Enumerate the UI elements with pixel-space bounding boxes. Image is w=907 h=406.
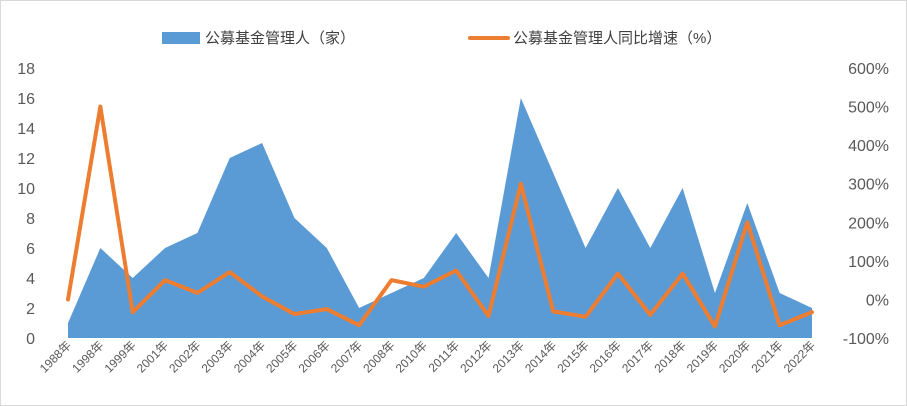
y-left-tick-label: 0 (26, 331, 35, 348)
x-tick-label: 2018年 (651, 338, 688, 375)
y-left-tick-label: 18 (17, 61, 35, 78)
y-left-tick-label: 2 (26, 301, 35, 318)
x-tick-label: 1998年 (69, 338, 106, 375)
x-tick-label: 2006年 (296, 338, 333, 375)
x-tick-label: 2019年 (684, 338, 721, 375)
y-right-tick-label: 0% (866, 292, 889, 309)
y-left-tick-label: 6 (26, 241, 35, 258)
y-left-tick-label: 8 (26, 211, 35, 228)
x-tick-label: 2002年 (166, 338, 203, 375)
x-tick-label: 2012年 (457, 338, 494, 375)
x-tick-label: 2007年 (328, 338, 365, 375)
x-tick-label: 2015年 (554, 338, 591, 375)
y-right-tick-label: 200% (848, 215, 889, 232)
legend-label-line: 公募基金管理人同比增速（%） (513, 30, 721, 47)
y-right-tick-label: 600% (848, 61, 889, 78)
legend: 公募基金管理人（家） 公募基金管理人同比增速（%） (162, 30, 721, 47)
x-tick-label: 2022年 (781, 338, 818, 375)
x-tick-label: 2001年 (134, 338, 171, 375)
x-tick-label: 2005年 (263, 338, 300, 375)
plot-area (66, 98, 814, 338)
y-right-tick-label: 500% (848, 100, 889, 117)
y-left-tick-label: 4 (26, 271, 35, 288)
x-tick-label: 2003年 (199, 338, 236, 375)
x-tick-label: 2011年 (426, 338, 463, 375)
x-tick-label: 2010年 (393, 338, 430, 375)
y-left-tick-label: 12 (17, 151, 35, 168)
x-tick-label: 1999年 (102, 338, 139, 375)
x-tick-label: 2013年 (490, 338, 527, 375)
y-axis-right: -100% 0% 100% 200% 300% 400% 500% 600% (843, 61, 889, 348)
y-axis-left: 0 2 4 6 8 10 12 14 16 18 (17, 61, 35, 348)
x-tick-label: 2008年 (360, 338, 397, 375)
y-left-tick-label: 16 (17, 91, 35, 108)
x-axis: 1988年1998年1999年2001年2002年2003年2004年2005年… (37, 338, 818, 375)
y-right-tick-label: 300% (848, 177, 889, 194)
area-series-managers (68, 98, 812, 338)
y-right-tick-label: 100% (848, 254, 889, 271)
x-tick-label: 2016年 (587, 338, 624, 375)
y-left-tick-label: 10 (17, 181, 35, 198)
x-tick-label: 2017年 (619, 338, 656, 375)
x-tick-label: 2014年 (522, 338, 559, 375)
x-tick-label: 2021年 (749, 338, 786, 375)
y-right-tick-label: 400% (848, 138, 889, 155)
x-tick-label: 2020年 (716, 338, 753, 375)
x-tick-label: 1988年 (37, 338, 74, 375)
y-left-tick-label: 14 (17, 121, 35, 138)
legend-swatch-area (162, 32, 200, 44)
line-series-growth (66, 104, 814, 329)
y-right-tick-label: -100% (843, 331, 889, 348)
legend-label-area: 公募基金管理人（家） (205, 30, 355, 47)
x-tick-label: 2004年 (231, 338, 268, 375)
